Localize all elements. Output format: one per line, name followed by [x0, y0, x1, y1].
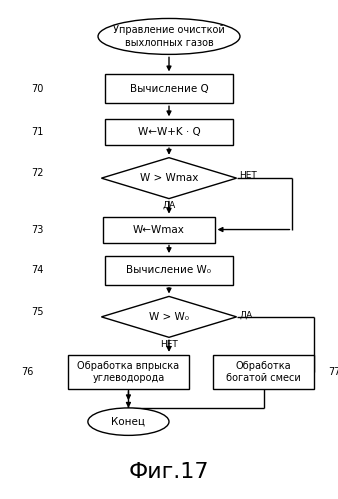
Polygon shape: [101, 158, 237, 199]
Bar: [105, 256, 233, 285]
Bar: [103, 217, 215, 243]
Text: Обработка
богатой смеси: Обработка богатой смеси: [226, 361, 301, 383]
Bar: [68, 355, 189, 389]
Text: Вычисление W₀: Вычисление W₀: [126, 265, 212, 275]
Text: 72: 72: [31, 168, 44, 178]
Bar: [105, 119, 233, 145]
Text: Вычисление Q: Вычисление Q: [130, 84, 208, 94]
Text: 76: 76: [21, 367, 34, 377]
Text: 73: 73: [31, 225, 44, 235]
Text: НЕТ: НЕТ: [239, 171, 257, 180]
Polygon shape: [101, 296, 237, 337]
Text: Конец: Конец: [112, 417, 145, 427]
Text: 77: 77: [328, 367, 338, 377]
Text: W←Wmax: W←Wmax: [133, 225, 185, 235]
Bar: [213, 355, 314, 389]
Text: Управление очисткой
выхлопных газов: Управление очисткой выхлопных газов: [113, 25, 225, 47]
Text: Фиг.17: Фиг.17: [129, 462, 209, 482]
Text: 75: 75: [31, 307, 44, 317]
Ellipse shape: [88, 408, 169, 435]
Bar: [105, 74, 233, 103]
Text: W > Wmax: W > Wmax: [140, 173, 198, 183]
Ellipse shape: [98, 18, 240, 54]
Text: 74: 74: [31, 265, 44, 275]
Text: НЕТ: НЕТ: [160, 340, 178, 349]
Text: ДА: ДА: [162, 201, 176, 210]
Text: W←W+K · Q: W←W+K · Q: [138, 127, 200, 137]
Text: W > W₀: W > W₀: [149, 312, 189, 322]
Text: ДА: ДА: [239, 311, 252, 320]
Text: 71: 71: [31, 127, 44, 137]
Text: Обработка впрыска
углеводорода: Обработка впрыска углеводорода: [77, 361, 179, 383]
Text: 70: 70: [31, 84, 44, 94]
